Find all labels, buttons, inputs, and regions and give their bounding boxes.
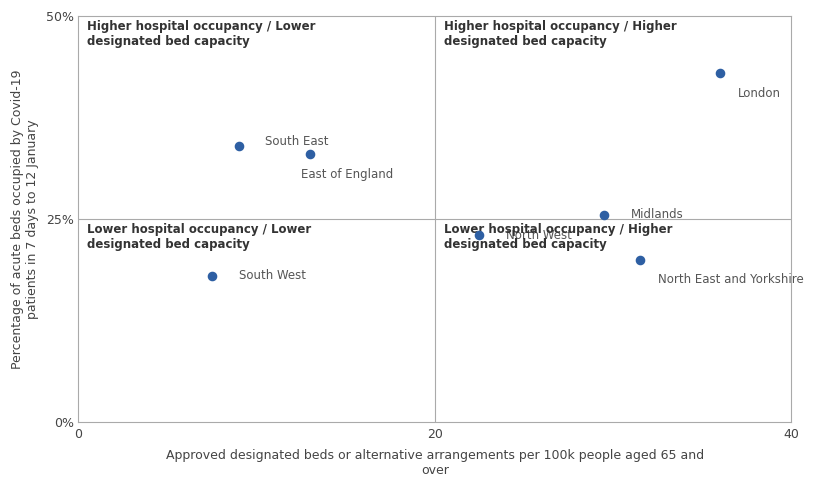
Y-axis label: Percentage of acute beds occupied by Covid-19
patients in 7 days to 12 January: Percentage of acute beds occupied by Cov… [11, 69, 39, 369]
Point [633, 256, 646, 264]
Text: London: London [737, 87, 780, 100]
Text: North East and Yorkshire: North East and Yorkshire [657, 273, 802, 286]
X-axis label: Approved designated beds or alternative arrangements per 100k people aged 65 and: Approved designated beds or alternative … [165, 449, 703, 477]
Text: South West: South West [238, 269, 305, 283]
Text: North West: North West [505, 229, 571, 242]
Point [232, 142, 245, 150]
Text: Higher hospital occupancy / Lower
designated bed capacity: Higher hospital occupancy / Lower design… [87, 20, 315, 48]
Point [597, 211, 610, 219]
Text: South East: South East [265, 136, 328, 148]
Text: Lower hospital occupancy / Higher
designated bed capacity: Lower hospital occupancy / Higher design… [443, 223, 672, 251]
Text: East of England: East of England [301, 168, 393, 181]
Point [205, 272, 218, 280]
Text: Midlands: Midlands [630, 208, 683, 222]
Text: Lower hospital occupancy / Lower
designated bed capacity: Lower hospital occupancy / Lower designa… [87, 223, 311, 251]
Text: Higher hospital occupancy / Higher
designated bed capacity: Higher hospital occupancy / Higher desig… [443, 20, 676, 48]
Point [713, 69, 726, 77]
Point [472, 231, 485, 239]
Point [303, 150, 316, 158]
